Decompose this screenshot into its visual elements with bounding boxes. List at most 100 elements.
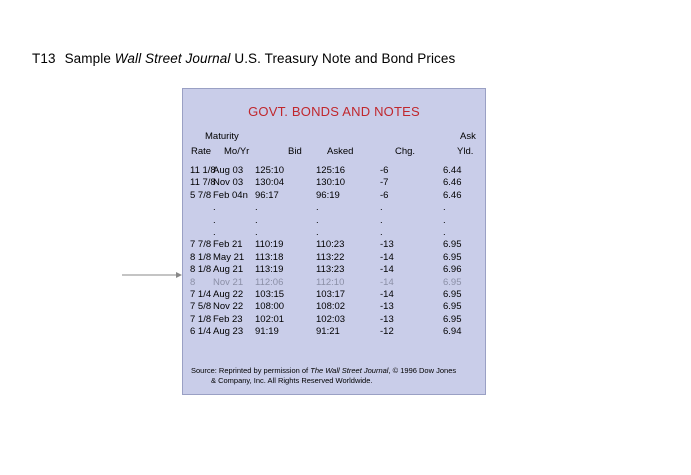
title-post: U.S. Treasury Note and Bond Prices xyxy=(230,51,456,66)
cell-chg: -6 xyxy=(380,189,389,201)
cell-bid: 102:01 xyxy=(255,313,285,325)
panel-title: GOVT. BONDS AND NOTES xyxy=(248,104,420,119)
cell-yld: 6.46 xyxy=(443,189,462,201)
cell-yld: 6.95 xyxy=(443,251,462,263)
cell-mo-yr: Nov 21 xyxy=(213,276,244,288)
cell-rate: 8 1/8 xyxy=(190,264,212,276)
cell-chg: -13 xyxy=(380,301,394,313)
cell-bid: 91:19 xyxy=(255,326,279,338)
cell-mo-yr: Feb 04n xyxy=(213,189,248,201)
table-row: 11 7/8 Nov 03 130:04 130:10 -7 6.46 xyxy=(183,177,485,188)
cell-mo-yr: . xyxy=(213,227,216,238)
cell-asked: 102:03 xyxy=(316,313,346,325)
cell-chg: -14 xyxy=(380,264,394,276)
title-italic: Wall Street Journal xyxy=(114,51,231,66)
cell-yld: 6.95 xyxy=(443,313,462,325)
cell-yld: . xyxy=(443,227,446,238)
cell-rate: 7 1/8 xyxy=(190,313,212,325)
table-row: 7 7/8 Feb 21 110:19 110:23 -13 6.95 xyxy=(183,239,485,250)
source-line2: & Company, Inc. All Rights Reserved Worl… xyxy=(211,376,373,385)
cell-asked: 113:23 xyxy=(316,264,345,276)
table-row: 7 5/8 Nov 22 108:00 108:02 -13 6.95 xyxy=(183,301,485,312)
cell-asked: 96:19 xyxy=(316,189,340,201)
header-maturity: Maturity xyxy=(205,131,239,142)
cell-yld: 6.46 xyxy=(443,177,462,189)
cell-rate: 7 7/8 xyxy=(190,239,212,251)
cell-mo-yr: . xyxy=(213,214,216,226)
table-row: 8 1/8 Aug 21 113:19 113:23 -14 6.96 xyxy=(183,264,485,275)
cell-chg: -14 xyxy=(380,289,394,300)
source-pre: Source: Reprinted by permission of xyxy=(191,366,311,375)
table-row: 8 1/8 May 21 113:18 113:22 -14 6.95 xyxy=(183,252,485,263)
cell-bid: 113:18 xyxy=(255,251,284,263)
cell-yld: 6.95 xyxy=(443,289,462,300)
header-bid: Bid xyxy=(288,146,302,157)
cell-asked: 112:10 xyxy=(316,276,345,288)
cell-mo-yr: Aug 22 xyxy=(213,289,244,300)
cell-yld: 6.95 xyxy=(443,276,462,288)
table-row: 6 1/4 Aug 23 91:19 91:21 -12 6.94 xyxy=(183,326,485,337)
cell-asked: 110:23 xyxy=(316,239,345,251)
table-row: ..... xyxy=(183,215,485,226)
cell-rate: 5 7/8 xyxy=(190,189,212,201)
cell-chg: . xyxy=(380,202,383,214)
table-row: 5 7/8 Feb 04n 96:17 96:19 -6 6.46 xyxy=(183,190,485,201)
table-row: 8 Nov 21 112:06 112:10 -14 6.95 xyxy=(183,277,485,288)
cell-mo-yr: Feb 23 xyxy=(213,313,243,325)
row-pointer-arrow-icon xyxy=(122,272,182,278)
cell-yld: . xyxy=(443,202,446,214)
cell-chg: -7 xyxy=(380,177,389,189)
cell-mo-yr: Aug 23 xyxy=(213,326,244,338)
cell-yld: 6.94 xyxy=(443,326,462,338)
table-row: 7 1/4 Aug 22 103:15 103:17 -14 6.95 xyxy=(183,289,485,300)
cell-yld: 6.44 xyxy=(443,165,462,176)
cell-mo-yr: . xyxy=(213,202,216,214)
cell-yld: . xyxy=(443,214,446,226)
source-post: , © 1996 Dow Jones xyxy=(388,366,457,375)
cell-bid: . xyxy=(255,227,258,238)
cell-rate: 11 1/8 xyxy=(190,165,216,176)
header-ask: Ask xyxy=(460,131,476,142)
cell-chg: . xyxy=(380,214,383,226)
cell-rate: 7 1/4 xyxy=(190,289,212,300)
cell-asked: . xyxy=(316,202,319,214)
cell-rate: 7 5/8 xyxy=(190,301,212,313)
header-yld: Yld. xyxy=(457,146,474,157)
source-note: Source: Reprinted by permission of The W… xyxy=(191,366,483,386)
cell-chg: -12 xyxy=(380,326,394,338)
cell-mo-yr: Nov 22 xyxy=(213,301,244,313)
cell-chg: -6 xyxy=(380,165,389,176)
cell-rate: 8 1/8 xyxy=(190,251,212,263)
cell-bid: 103:15 xyxy=(255,289,285,300)
source-italic: The Wall Street Journal xyxy=(310,366,389,375)
cell-asked: 103:17 xyxy=(316,289,346,300)
cell-bid: . xyxy=(255,214,258,226)
header-mo-yr: Mo/Yr xyxy=(224,146,250,157)
bond-quote-panel: GOVT. BONDS AND NOTES Maturity Rate Mo/Y… xyxy=(182,88,486,395)
cell-asked: 113:22 xyxy=(316,251,345,263)
cell-chg: -13 xyxy=(380,313,394,325)
slide-title: T13 Sample Wall Street Journal U.S. Treas… xyxy=(32,51,455,66)
cell-rate: 8 xyxy=(190,276,196,288)
cell-mo-yr: Nov 03 xyxy=(213,177,244,189)
cell-rate: 11 7/8 xyxy=(190,177,216,189)
cell-bid: 125:10 xyxy=(255,165,285,176)
cell-asked: . xyxy=(316,214,319,226)
cell-bid: . xyxy=(255,202,258,214)
cell-chg: -13 xyxy=(380,239,394,251)
table-row: 7 1/8 Feb 23 102:01 102:03 -13 6.95 xyxy=(183,314,485,325)
cell-chg: -14 xyxy=(380,276,394,288)
cell-bid: 113:19 xyxy=(255,264,284,276)
header-chg: Chg. xyxy=(395,146,416,157)
cell-chg: . xyxy=(380,227,383,238)
cell-mo-yr: Aug 21 xyxy=(213,264,244,276)
cell-bid: 110:19 xyxy=(255,239,284,251)
cell-bid: 130:04 xyxy=(255,177,285,189)
table-row: 11 1/8 Aug 03 125:10 125:16 -6 6.44 xyxy=(183,165,485,176)
header-rate: Rate xyxy=(191,146,212,157)
title-pre: Sample xyxy=(64,51,115,66)
table-row: ..... xyxy=(183,227,485,238)
table-row: ..... xyxy=(183,202,485,213)
cell-mo-yr: Feb 21 xyxy=(213,239,243,251)
cell-yld: 6.95 xyxy=(443,301,462,313)
